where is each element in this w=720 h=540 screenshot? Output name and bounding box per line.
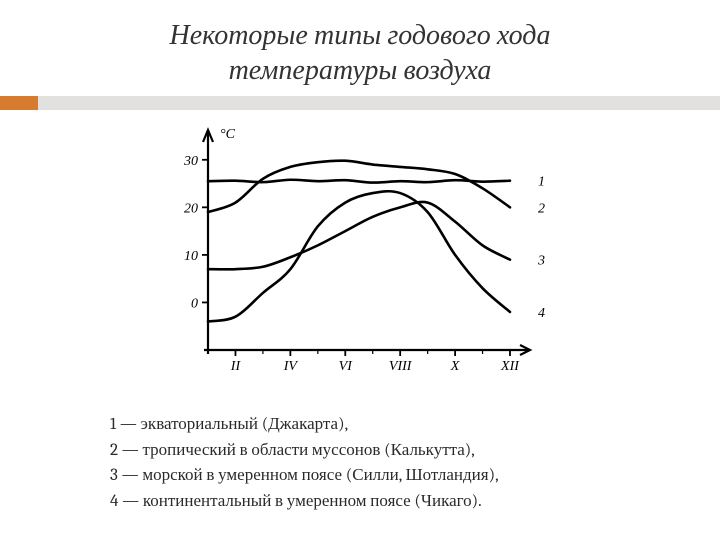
legend: 1 — экваториальный (Джакарта), 2 — тропи… — [110, 412, 630, 514]
svg-text:3: 3 — [537, 254, 545, 269]
svg-text:30: 30 — [183, 154, 198, 169]
accent-bar — [0, 96, 720, 110]
slide-title: Некоторые типы годового хода температуры… — [0, 0, 720, 88]
svg-text:X: X — [450, 359, 460, 374]
legend-item-1: 1 — экваториальный (Джакарта), — [110, 412, 630, 438]
svg-text:°C: °C — [220, 127, 236, 142]
svg-text:II: II — [230, 359, 242, 374]
temperature-chart: 0 10 20 30 °C II IV VI VIII X XII 1 2 3 4 — [150, 118, 570, 388]
title-line-2: температуры воздуха — [0, 53, 720, 88]
legend-item-2: 2 — тропический в области муссонов (Каль… — [110, 438, 630, 464]
chart-svg: 0 10 20 30 °C II IV VI VIII X XII 1 2 3 4 — [150, 118, 570, 388]
title-line-1: Некоторые типы годового хода — [0, 18, 720, 53]
svg-text:XII: XII — [500, 359, 520, 374]
svg-text:4: 4 — [538, 306, 545, 321]
svg-text:10: 10 — [184, 249, 198, 264]
svg-text:IV: IV — [283, 359, 299, 374]
svg-text:2: 2 — [538, 201, 545, 216]
legend-item-3: 3 — морской в умеренном поясе (Силли, Шо… — [110, 463, 630, 489]
svg-text:0: 0 — [191, 296, 198, 311]
legend-item-4: 4 — континентальный в умеренном поясе (Ч… — [110, 489, 630, 515]
svg-text:20: 20 — [184, 201, 198, 216]
accent-bar-orange — [0, 96, 38, 110]
slide: Некоторые типы годового хода температуры… — [0, 0, 720, 540]
svg-text:VI: VI — [339, 359, 354, 374]
svg-text:1: 1 — [538, 175, 545, 190]
svg-text:VIII: VIII — [389, 359, 413, 374]
